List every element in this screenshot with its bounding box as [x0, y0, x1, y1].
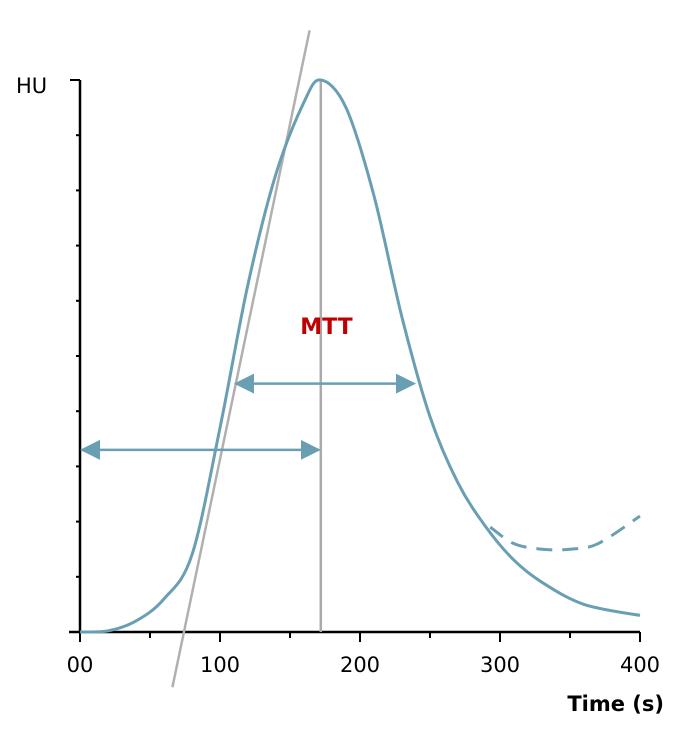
x-tick-label: 200	[340, 653, 380, 677]
x-axis-label: Time (s)	[567, 692, 664, 716]
x-tick-label: 00	[67, 653, 94, 677]
y-axis-ticks	[70, 79, 80, 633]
enhancement-curve	[79, 78, 641, 634]
x-tick-label: 100	[200, 653, 240, 677]
axes	[69, 79, 641, 642]
y-axis-label: HU	[16, 74, 47, 98]
recirculation-curve-dashed	[489, 514, 641, 552]
plot-area: MTT	[79, 30, 641, 688]
x-tick-labels: 00 100 200 300 400	[67, 653, 660, 677]
x-axis-ticks	[79, 632, 641, 642]
mtt-label: MTT	[300, 315, 352, 340]
tangent-line	[171, 30, 311, 688]
x-tick-label: 400	[620, 653, 660, 677]
x-tick-label: 300	[480, 653, 520, 677]
